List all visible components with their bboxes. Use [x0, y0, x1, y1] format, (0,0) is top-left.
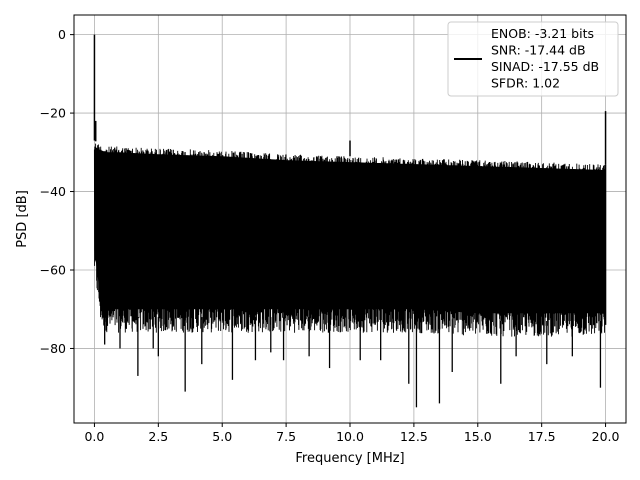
x-tick-label: 12.5 [400, 429, 428, 444]
x-tick-label: 15.0 [464, 429, 492, 444]
y-ticks: 0 −20 −40 −60 −80 [40, 27, 74, 356]
x-tick-label: 2.5 [148, 429, 168, 444]
legend-text-line: SINAD: -17.55 dB [491, 59, 599, 74]
y-tick-label: −60 [40, 263, 66, 278]
x-tick-label: 0.0 [84, 429, 104, 444]
x-ticks: 0.0 2.5 5.0 7.5 10.0 12.5 15.0 17.5 20.0 [84, 423, 620, 444]
x-tick-label: 10.0 [336, 429, 364, 444]
x-axis-label: Frequency [MHz] [295, 451, 404, 466]
legend-text-line: SNR: -17.44 dB [491, 43, 586, 58]
y-tick-label: 0 [58, 27, 66, 42]
x-tick-label: 17.5 [528, 429, 556, 444]
y-axis-label: PSD [dB] [15, 190, 30, 248]
y-tick-label: −80 [40, 341, 66, 356]
legend-text-line: SFDR: 1.02 [491, 76, 560, 91]
x-tick-label: 20.0 [592, 429, 620, 444]
y-tick-label: −20 [40, 106, 66, 121]
data-layer [93, 34, 607, 408]
legend-box [447, 21, 619, 97]
psd-band [94, 146, 606, 314]
x-tick-label: 7.5 [276, 429, 296, 444]
legend-text-line: ENOB: -3.21 bits [491, 26, 594, 41]
y-tick-label: −40 [40, 184, 66, 199]
x-tick-label: 5.0 [212, 429, 232, 444]
